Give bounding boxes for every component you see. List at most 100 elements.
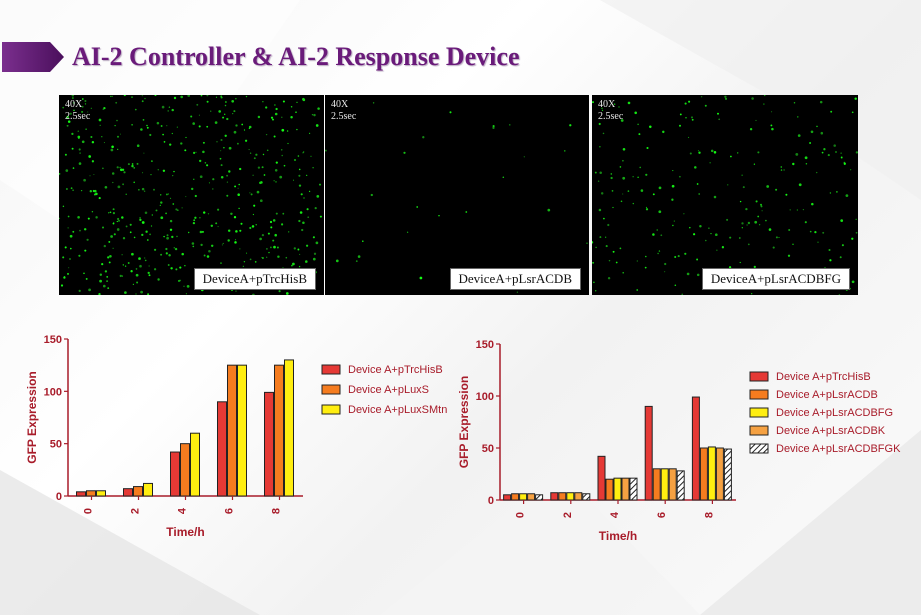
cell-speck [72, 230, 75, 233]
bar-device-a-pluxsmtn-t6 [237, 364, 247, 497]
cell-speck [302, 98, 306, 102]
cell-speck [72, 97, 74, 99]
cell-speck [664, 271, 666, 273]
cell-speck [166, 125, 168, 127]
cell-speck [220, 175, 224, 179]
cell-speck [739, 200, 742, 203]
cell-speck [191, 187, 194, 191]
cell-speck [149, 233, 151, 236]
cell-speck [241, 123, 244, 126]
bar-device-a-plsracdb-t8 [699, 447, 708, 501]
cell-speck [308, 190, 311, 193]
cell-speck [194, 216, 197, 219]
cell-speck [64, 246, 67, 249]
cell-speck [710, 233, 712, 235]
cell-speck [141, 95, 143, 97]
cell-speck [246, 252, 248, 254]
cell-speck [851, 237, 854, 240]
cell-speck [122, 183, 124, 186]
cell-speck [112, 181, 114, 184]
cell-speck [751, 97, 754, 100]
cell-speck [263, 174, 266, 176]
cell-speck [109, 211, 112, 214]
cell-speck [138, 189, 140, 191]
cell-speck [686, 272, 690, 276]
cell-speck [793, 102, 796, 104]
cell-speck [288, 231, 290, 233]
cell-speck [108, 240, 111, 243]
bar-device-a-pluxs-t0 [86, 490, 96, 497]
cell-speck [277, 255, 280, 258]
cell-speck [71, 95, 75, 97]
cell-speck [151, 214, 153, 216]
cell-speck [569, 124, 572, 127]
cell-speck [81, 140, 85, 144]
cell-speck [265, 247, 268, 250]
cell-speck [221, 244, 223, 246]
cell-speck [216, 141, 218, 143]
micrograph-caption: DeviceA+pLsrACDB [449, 268, 581, 290]
cell-speck [98, 197, 101, 200]
cell-speck [172, 203, 175, 205]
cell-speck [80, 189, 83, 192]
cell-speck [121, 275, 124, 277]
cell-speck [64, 153, 67, 156]
cell-speck [804, 221, 807, 224]
cell-speck [113, 221, 115, 224]
cell-speck [141, 187, 145, 191]
cell-speck [760, 203, 762, 206]
cell-speck [594, 171, 597, 174]
cell-speck [741, 222, 744, 225]
bar-device-a-plsracdbk-t4 [621, 477, 630, 501]
cell-speck [658, 186, 662, 190]
cell-speck [133, 236, 136, 239]
cell-speck [103, 244, 106, 248]
cell-speck [169, 228, 173, 231]
cell-speck [121, 216, 124, 219]
cell-speck [261, 166, 264, 169]
cell-speck [73, 102, 75, 104]
cell-speck [658, 250, 661, 252]
cell-speck [269, 220, 273, 224]
cell-speck [698, 193, 701, 195]
cell-speck [146, 239, 149, 241]
cell-speck [256, 190, 260, 194]
cell-speck [738, 237, 741, 239]
cell-speck [163, 141, 166, 143]
cell-speck [855, 218, 857, 220]
x-tick-label: 4 [177, 507, 189, 514]
cell-speck [160, 201, 163, 204]
cell-speck [681, 293, 683, 295]
cell-speck [279, 175, 283, 179]
cell-speck [148, 274, 151, 277]
cell-speck [181, 252, 184, 256]
cell-speck [854, 97, 857, 100]
bar-device-a-ptrchisb-t6 [644, 405, 653, 501]
cell-speck [298, 168, 301, 171]
cell-speck [710, 149, 714, 153]
cell-speck [111, 145, 114, 149]
cell-speck [266, 256, 268, 258]
cell-speck [851, 111, 854, 114]
cell-speck [101, 136, 103, 138]
cell-speck [102, 108, 105, 110]
cell-speck [742, 186, 745, 189]
cell-speck [161, 105, 165, 109]
cell-speck [275, 161, 278, 164]
cell-speck [201, 230, 204, 233]
cell-speck [242, 265, 244, 267]
cell-speck [298, 174, 301, 177]
cell-speck [274, 169, 278, 172]
cell-speck [119, 133, 121, 135]
bar-device-a-ptrchisb-t8 [264, 391, 274, 497]
cell-speck [240, 222, 243, 225]
cell-speck [671, 184, 675, 188]
cell-speck [632, 202, 634, 205]
cell-speck [199, 230, 203, 234]
cell-speck [212, 188, 214, 190]
cell-speck [312, 167, 314, 169]
cell-speck [760, 205, 763, 208]
cell-speck [116, 119, 118, 122]
cell-speck [822, 231, 825, 234]
cell-speck [726, 218, 729, 221]
